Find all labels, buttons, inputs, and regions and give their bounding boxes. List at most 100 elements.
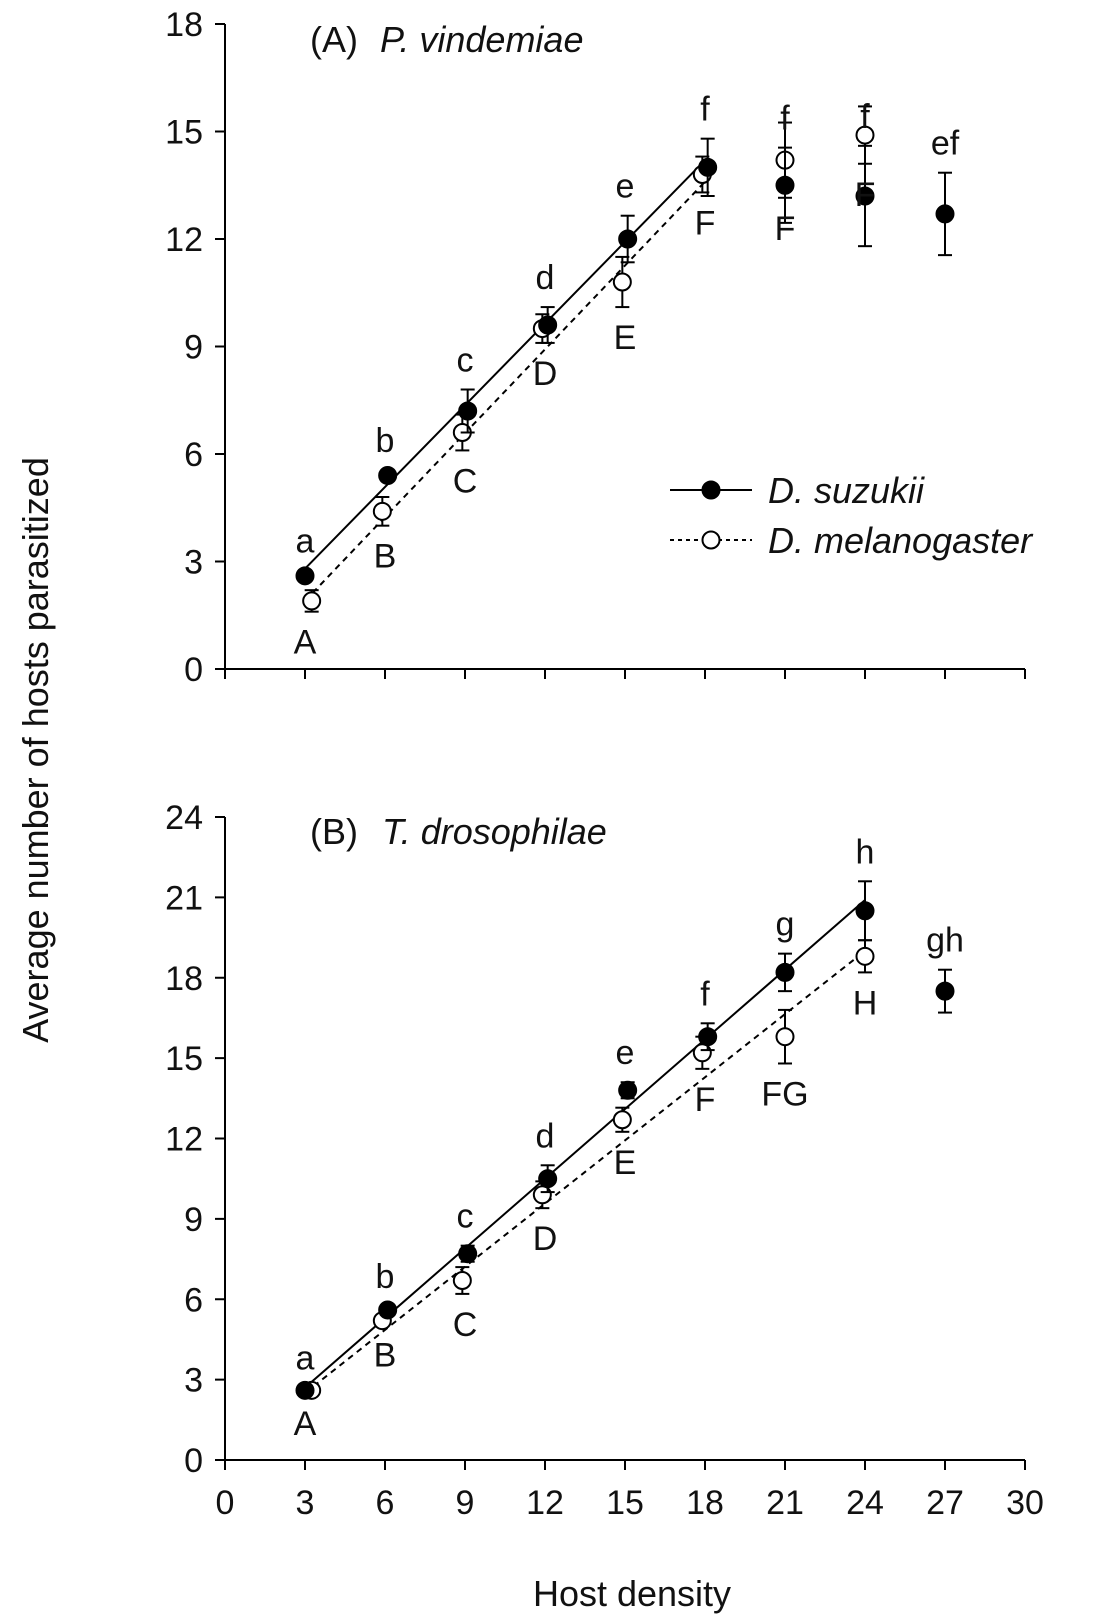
panel-b-point-melanogaster: [452, 1270, 472, 1290]
panel-a-point-melanogaster: [855, 125, 875, 145]
panel-b-letter-suzukii: c: [457, 1198, 474, 1236]
panel-b-point-suzukii: [458, 1244, 478, 1264]
x-axis-title: Host density: [533, 1573, 731, 1614]
panel-a-letter-melanogaster: D: [533, 355, 558, 393]
panel-b-point-suzukii: [855, 901, 875, 921]
panel-b-x-tick-label: 15: [606, 1484, 644, 1522]
panel-b-x-tick-label: 6: [376, 1484, 395, 1522]
panel-b-x-tick-label: 9: [456, 1484, 475, 1522]
panel-a-point-suzukii: [295, 566, 315, 586]
panel-b-letter-melanogaster: A: [294, 1405, 317, 1443]
panel-b-x-tick-label: 18: [686, 1484, 724, 1522]
panel-a-letter-melanogaster: E: [614, 319, 637, 357]
panel-a-letter-suzukii: a: [296, 522, 315, 560]
panel-b-point-suzukii: [618, 1080, 638, 1100]
panel-b-label: (B): [310, 811, 358, 852]
panel-a-letter-suzukii: d: [536, 259, 555, 297]
panel-a-point-suzukii: [855, 186, 875, 206]
panel-b-y-tick-label: 21: [165, 879, 203, 917]
panel-b-point-suzukii: [295, 1380, 315, 1400]
panel-a-letter-suzukii: ef: [931, 125, 960, 163]
panel-b-fit-melanogaster: [304, 950, 866, 1394]
panel-b-letter-suzukii: a: [296, 1340, 315, 1378]
panel-b-x-tick-label: 24: [846, 1484, 884, 1522]
panel-a-title: P. vindemiae: [380, 19, 583, 60]
panel-b-point-suzukii: [775, 962, 795, 982]
panel-b-point-melanogaster: [612, 1110, 632, 1130]
panel-a-point-suzukii: [775, 175, 795, 195]
panel-b-letter-suzukii: d: [536, 1117, 555, 1155]
panel-a-fit-lines: [304, 159, 706, 602]
panel-a-point-suzukii: [378, 466, 398, 485]
panel-a-point-suzukii: [538, 315, 558, 335]
panel-a-y-tick-label: 12: [165, 221, 203, 259]
panel-b-x-tick-label: 0: [216, 1484, 235, 1522]
panel-a-point-suzukii: [935, 204, 955, 224]
panel-b-y-tick-label: 3: [184, 1362, 203, 1400]
panel-b-point-suzukii: [538, 1169, 558, 1189]
panel-b-marks: [295, 880, 955, 1400]
panel-a-point-suzukii: [618, 229, 638, 249]
panel-b-letter-melanogaster: H: [853, 984, 878, 1022]
panel-b-y-tick-label: 18: [165, 960, 203, 998]
panel-a-y-tick-label: 18: [165, 6, 203, 44]
panel-a-point-suzukii: [458, 401, 478, 421]
panel-b-letter-suzukii: f: [700, 975, 710, 1013]
panel-b-point-melanogaster: [775, 1027, 795, 1047]
panel-a-point-melanogaster: [302, 591, 322, 611]
panel-a-marks: [295, 105, 955, 613]
panel-b-x-tick-label: 21: [766, 1484, 804, 1522]
y-axis-title: Average number of hosts parasitized: [15, 457, 56, 1043]
panel-b-y-tick-label: 6: [184, 1281, 203, 1319]
legend: D. suzukii D. melanogaster: [670, 470, 1034, 561]
panel-b-letter-suzukii: e: [616, 1034, 635, 1072]
panel-a-letter-suzukii: e: [616, 168, 635, 206]
panel-a-letter-melanogaster: B: [374, 538, 397, 576]
panel-b-y-ticks: 0 3 6 9 12 15 18 21 24: [165, 799, 225, 1480]
panel-b-letter-melanogaster: F: [695, 1081, 716, 1119]
panel-a-letter-melanogaster: A: [294, 624, 317, 662]
panel-b-y-tick-label: 12: [165, 1121, 203, 1159]
panel-a-letter-suzukii: b: [376, 422, 395, 460]
panel-a-point-suzukii: [698, 157, 718, 177]
panel-a: (A) P. vindemiae 0 3 6 9 12 15 18 A B C D E F F Fa b c d…: [165, 6, 1034, 689]
panel-a-label: (A): [310, 19, 358, 60]
panel-b: (B) T. drosophilae 0 3 6 9 12 15 18 21 24 0 3 6 9 12…: [165, 799, 1044, 1522]
panel-a-y-tick-label: 0: [184, 651, 203, 689]
panel-a-letter-melanogaster: F: [695, 204, 716, 242]
panel-b-y-tick-label: 15: [165, 1040, 203, 1078]
panel-b-x-tick-label: 3: [296, 1484, 315, 1522]
panel-a-y-tick-label: 15: [165, 114, 203, 152]
panel-b-letter-suzukii: h: [856, 833, 875, 871]
panel-a-fit-melanogaster: [304, 180, 706, 602]
panel-b-letter-melanogaster: FG: [761, 1075, 808, 1113]
panel-b-x-tick-label: 27: [926, 1484, 964, 1522]
panel-a-y-tick-label: 6: [184, 436, 203, 474]
panel-a-fit-suzukii: [304, 159, 706, 570]
legend-marker-melanogaster: [701, 530, 721, 550]
panel-a-point-melanogaster: [372, 501, 392, 521]
panel-b-letter-suzukii: b: [376, 1258, 395, 1296]
panel-b-x-tick-label: 12: [526, 1484, 564, 1522]
panel-b-letter-suzukii: g: [776, 906, 795, 944]
panel-b-y-tick-label: 24: [165, 799, 203, 837]
panel-b-title: T. drosophilae: [382, 811, 607, 852]
panel-a-letter-suzukii: f: [860, 98, 870, 136]
panel-b-letter-melanogaster: B: [374, 1337, 397, 1375]
panel-a-y-tick-label: 9: [184, 329, 203, 367]
panel-b-letter-melanogaster: E: [614, 1144, 637, 1182]
panel-b-y-tick-label: 0: [184, 1442, 203, 1480]
panel-b-letter-suzukii: gh: [926, 922, 964, 960]
panel-a-y-tick-label: 3: [184, 544, 203, 582]
panel-b-letter-melanogaster: C: [453, 1306, 478, 1344]
panel-a-y-ticks: 0 3 6 9 12 15 18: [165, 6, 225, 689]
panel-a-x-ticks: [224, 669, 1026, 679]
panel-a-letter-suzukii: f: [780, 100, 790, 138]
panel-b-point-suzukii: [935, 981, 955, 1001]
legend-label-suzukii: D. suzukii: [768, 470, 925, 511]
panel-b-fit-suzukii: [304, 899, 866, 1389]
panel-b-x-tick-label: 30: [1006, 1484, 1044, 1522]
